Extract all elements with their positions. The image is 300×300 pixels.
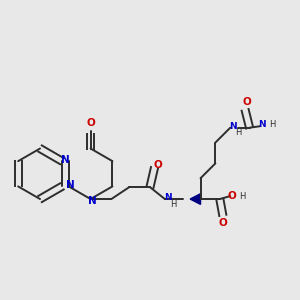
Text: O: O xyxy=(86,118,95,128)
Text: H: H xyxy=(269,120,275,129)
Text: N: N xyxy=(164,193,172,202)
Text: O: O xyxy=(153,160,162,170)
Text: H: H xyxy=(239,192,245,201)
Text: O: O xyxy=(242,98,251,107)
Text: N: N xyxy=(88,196,96,206)
Text: O: O xyxy=(227,191,236,201)
Text: N: N xyxy=(66,180,74,190)
Text: N: N xyxy=(230,122,237,131)
Polygon shape xyxy=(190,194,200,204)
Text: N: N xyxy=(61,155,70,165)
Text: N: N xyxy=(258,120,265,129)
Text: O: O xyxy=(218,218,227,228)
Text: H: H xyxy=(170,200,176,209)
Text: H: H xyxy=(236,128,242,137)
